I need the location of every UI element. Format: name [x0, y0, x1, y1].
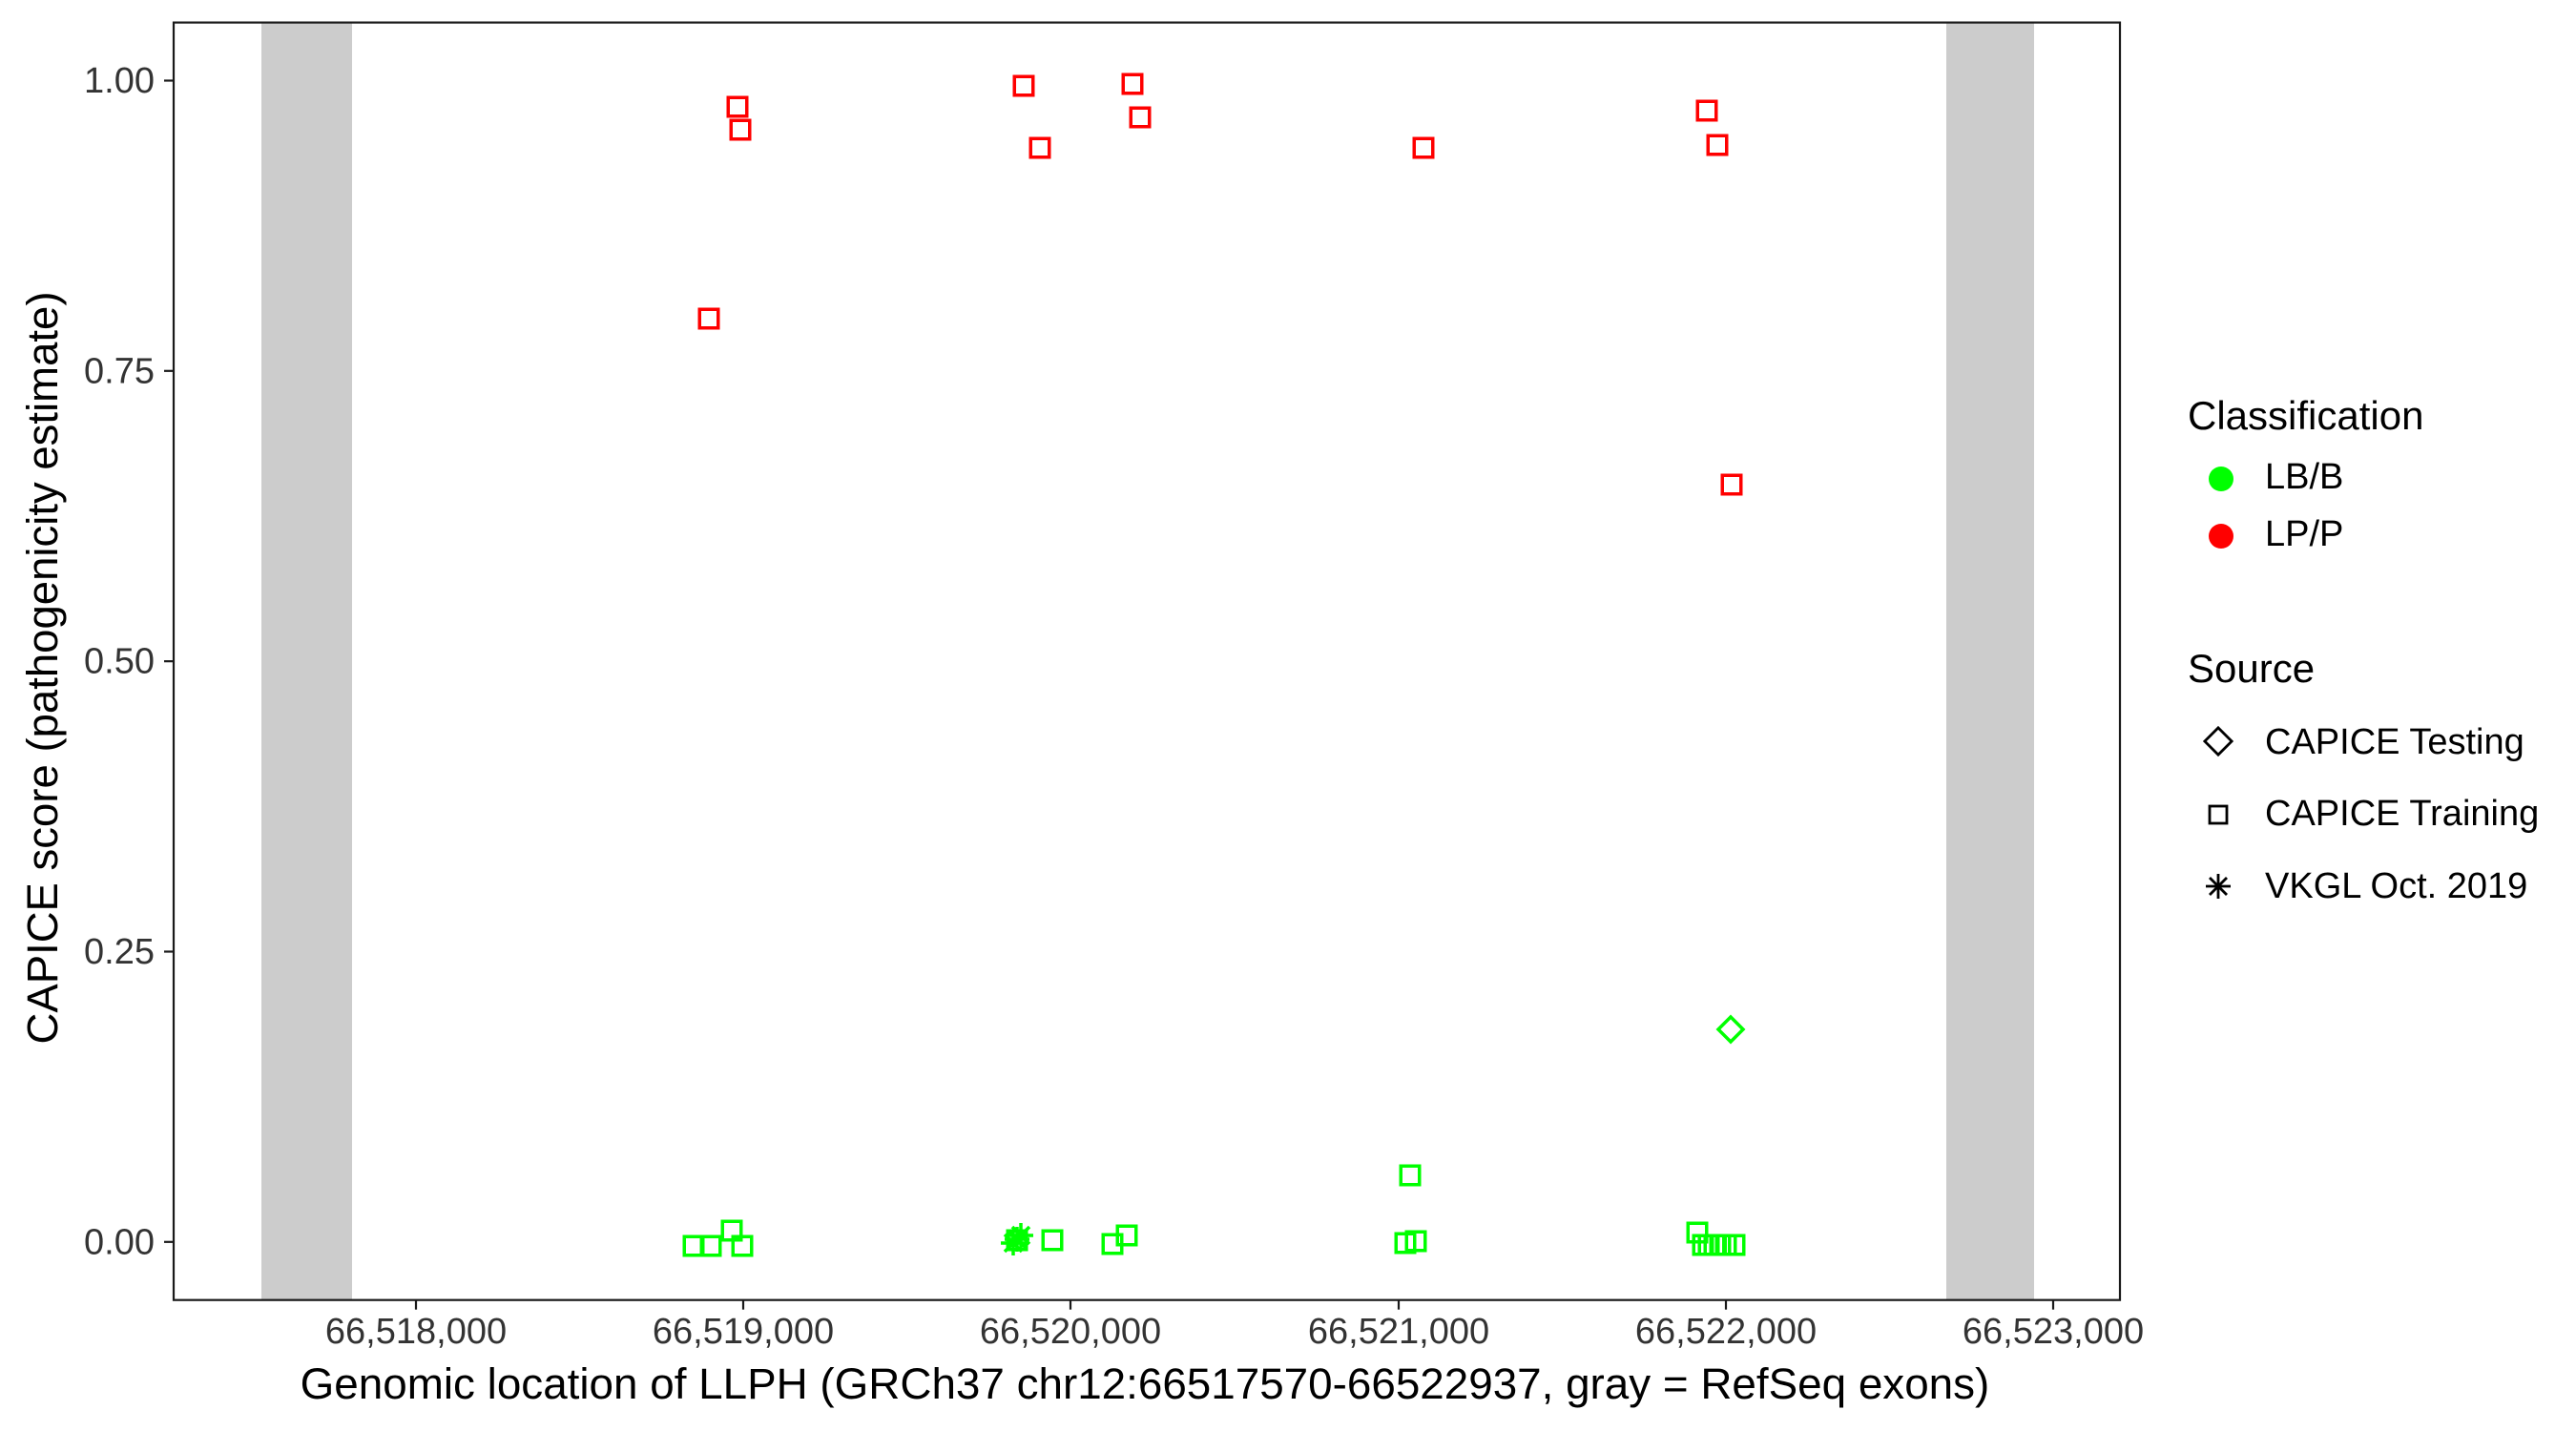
svg-text:0.00: 0.00: [84, 1222, 155, 1262]
svg-text:66,521,000: 66,521,000: [1308, 1312, 1489, 1352]
svg-text:66,523,000: 66,523,000: [1963, 1312, 2144, 1352]
svg-text:66,519,000: 66,519,000: [653, 1312, 834, 1352]
svg-text:CAPICE Training: CAPICE Training: [2265, 794, 2539, 834]
svg-text:66,518,000: 66,518,000: [325, 1312, 507, 1352]
svg-text:LB/B: LB/B: [2265, 457, 2343, 497]
svg-text:Genomic location of LLPH (GRCh: Genomic location of LLPH (GRCh37 chr12:6…: [301, 1359, 1990, 1408]
svg-text:LP/P: LP/P: [2265, 514, 2343, 554]
svg-text:CAPICE score (pathogenicity es: CAPICE score (pathogenicity estimate): [18, 292, 67, 1045]
svg-text:VKGL Oct. 2019: VKGL Oct. 2019: [2265, 866, 2527, 906]
svg-text:66,522,000: 66,522,000: [1635, 1312, 1817, 1352]
svg-text:0.25: 0.25: [84, 932, 155, 972]
svg-text:1.00: 1.00: [84, 61, 155, 101]
svg-text:Classification: Classification: [2188, 393, 2423, 438]
svg-text:0.50: 0.50: [84, 642, 155, 682]
svg-text:0.75: 0.75: [84, 351, 155, 391]
svg-text:66,520,000: 66,520,000: [980, 1312, 1161, 1352]
svg-text:CAPICE Testing: CAPICE Testing: [2265, 722, 2524, 762]
svg-text:Source: Source: [2188, 646, 2315, 691]
